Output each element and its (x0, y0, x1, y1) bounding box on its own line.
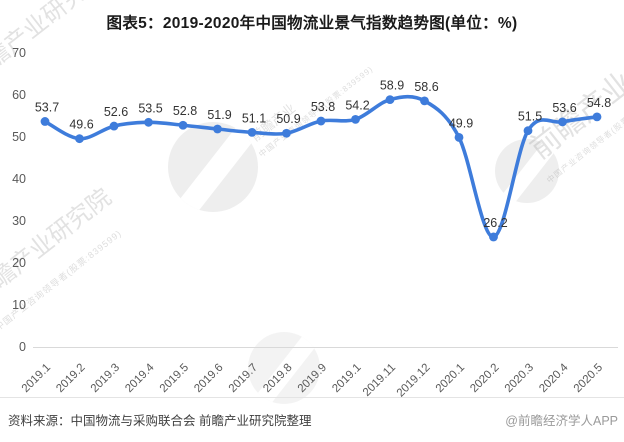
x-tick-label: 2020.2 (468, 362, 501, 395)
x-tick-label: 2019.7 (227, 362, 260, 395)
x-tick-label: 2019.8 (261, 362, 294, 395)
x-tick-label: 2019.5 (158, 362, 191, 395)
data-point-marker (351, 114, 360, 124)
x-tick-label: 2020.4 (537, 361, 571, 395)
y-tick-label: 10 (12, 298, 26, 312)
line-series-path (43, 94, 599, 239)
data-point-marker (558, 117, 567, 127)
data-point-marker (420, 96, 429, 106)
data-point-marker (385, 95, 395, 105)
y-tick-label: 50 (12, 130, 26, 144)
data-point-label: 54.2 (345, 98, 369, 112)
x-tick-label: 2019.1 (330, 362, 363, 395)
data-point-marker (454, 133, 464, 142)
data-point-label: 51.1 (242, 111, 266, 125)
data-point-marker (178, 120, 188, 130)
x-tick-label: 2019.9 (296, 362, 329, 395)
source-text: 资料来源：中国物流与采购联合会 前瞻产业研究院整理 (8, 414, 312, 428)
data-point-label: 51.5 (518, 110, 542, 124)
x-tick-label: 2020.5 (572, 362, 605, 395)
data-point-marker (592, 112, 602, 122)
x-tick-label: 2019.11 (361, 362, 398, 399)
data-point-label: 52.6 (104, 105, 128, 119)
data-point-label: 53.8 (311, 100, 335, 114)
data-point-label: 58.6 (414, 80, 438, 94)
data-point-label: 53.6 (552, 101, 576, 115)
data-point-marker (247, 127, 257, 137)
data-point-marker (523, 126, 533, 136)
data-point-marker (109, 121, 119, 131)
y-tick-label: 70 (12, 46, 26, 60)
data-point-marker (282, 128, 291, 138)
data-point-label: 50.9 (276, 112, 300, 126)
chart-title: 图表5：2019-2020年中国物流业景气指数趋势图(单位：%) (106, 15, 518, 32)
data-point-marker (489, 232, 498, 242)
data-point-marker (144, 117, 153, 127)
data-point-label: 54.8 (587, 96, 611, 110)
y-tick-label: 40 (12, 172, 26, 186)
data-point-label: 53.5 (138, 101, 162, 115)
x-tick-label: 2020.1 (434, 362, 467, 395)
data-point-label: 51.9 (207, 108, 231, 122)
credit-text: @前瞻经济学人APP (505, 414, 618, 428)
data-point-label: 49.9 (449, 116, 473, 130)
y-tick-label: 30 (12, 214, 26, 228)
data-point-label: 52.8 (173, 104, 197, 118)
x-tick-label: 2019.2 (54, 362, 87, 395)
data-point-marker (316, 116, 326, 126)
data-point-label: 53.7 (35, 100, 59, 114)
x-tick-label: 2019.4 (123, 361, 157, 395)
x-tick-label: 2019.3 (89, 362, 122, 395)
data-point-marker (75, 134, 84, 144)
x-tick-label: 2019.12 (395, 362, 433, 400)
x-tick-label: 2019.6 (192, 362, 225, 395)
x-tick-label: 2019.1 (20, 362, 53, 395)
footer: 资料来源：中国物流与采购联合会 前瞻产业研究院整理 @前瞻经济学人APP (0, 410, 624, 429)
data-point-marker (40, 117, 50, 126)
y-tick-label: 0 (19, 340, 26, 354)
data-point-label: 49.6 (69, 118, 93, 132)
data-point-marker (213, 124, 222, 134)
data-point-label: 58.9 (380, 79, 404, 93)
x-tick-label: 2020.3 (503, 362, 536, 395)
data-point-label: 26.2 (483, 216, 507, 230)
y-tick-label: 20 (12, 256, 26, 270)
y-tick-label: 60 (12, 88, 26, 102)
footer-divider (0, 397, 624, 398)
